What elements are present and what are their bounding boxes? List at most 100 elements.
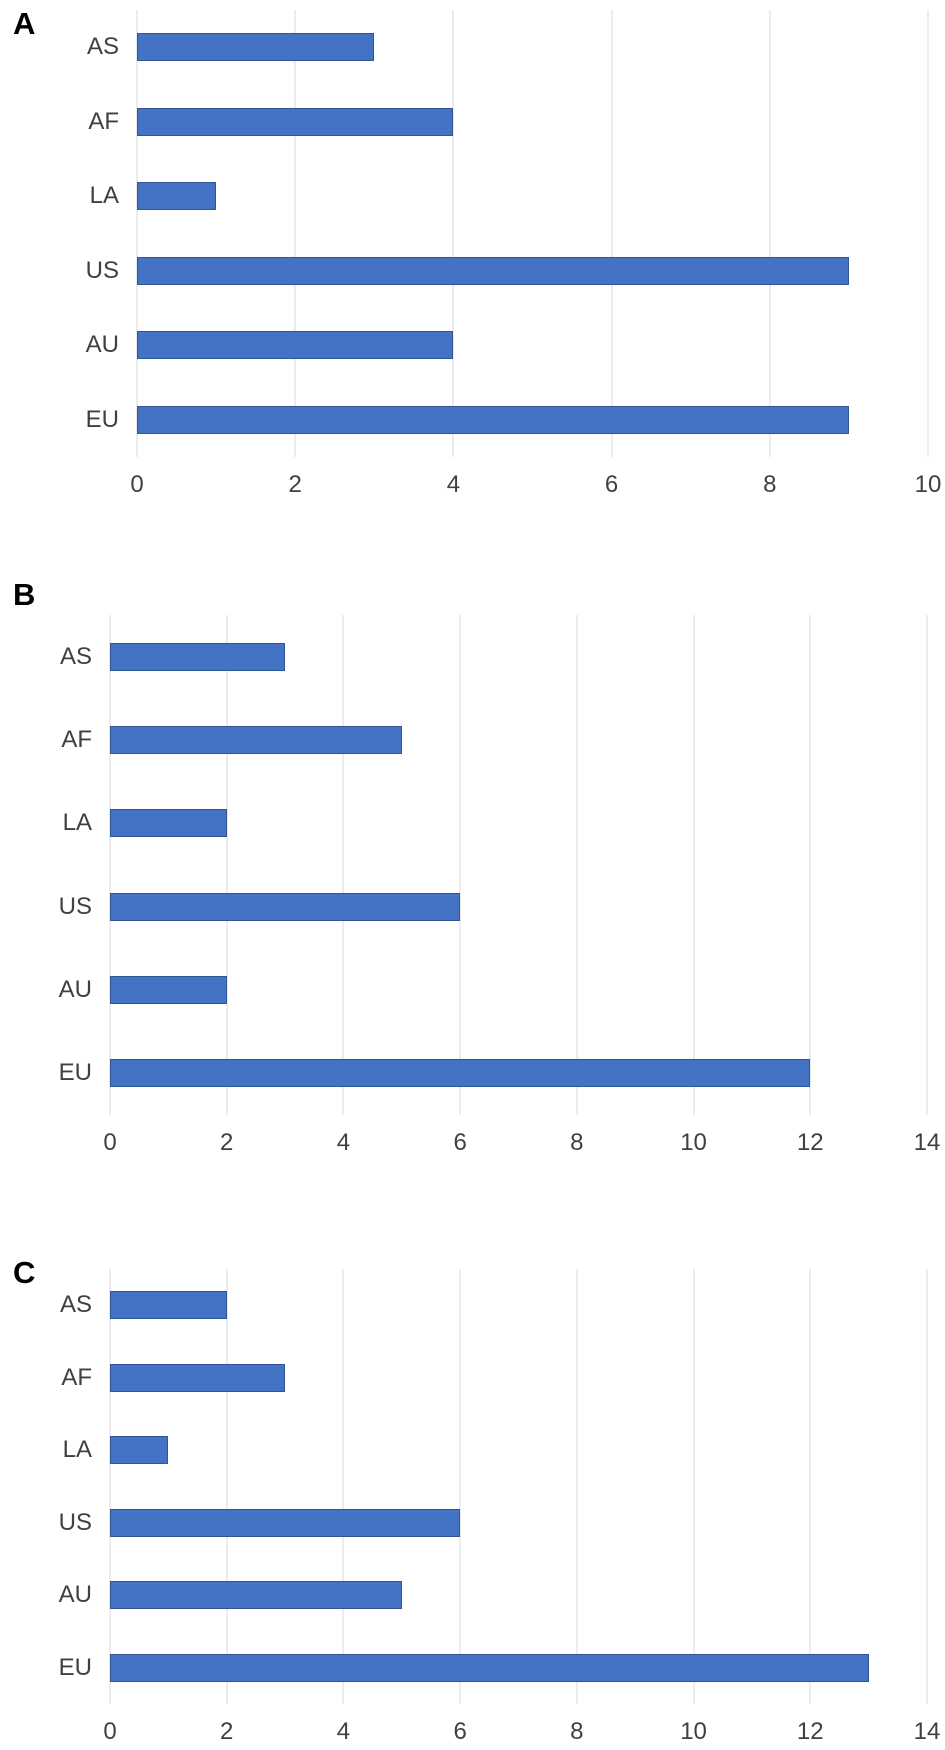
gridline: [109, 615, 111, 1115]
bar-au: [110, 975, 227, 1004]
bar-row: [110, 615, 927, 698]
bar-af: [137, 107, 454, 136]
gridlines: [109, 1269, 928, 1704]
gridline: [809, 615, 811, 1115]
bar-eu: [110, 1059, 811, 1088]
bar-as: [110, 1291, 227, 1320]
plot-area: [109, 615, 928, 1115]
gridline: [926, 1269, 928, 1704]
bar-us: [110, 892, 461, 921]
x-tick-label: 8: [570, 1129, 584, 1156]
x-tick-label: 14: [913, 1129, 941, 1156]
bar-af: [110, 1363, 286, 1392]
gridline: [611, 10, 613, 457]
x-tick-label: 8: [763, 471, 777, 498]
bar-us: [110, 1508, 461, 1537]
bar-chart-a: AS AF LA US AU EU 0 2 4 6 8 10: [0, 8, 945, 503]
bar-row: [110, 1032, 927, 1115]
y-axis-labels: AS AF LA US AU EU: [0, 1269, 110, 1704]
x-tick-label: 8: [570, 1718, 584, 1745]
plot-area: [109, 1269, 928, 1704]
panel-b: B AS AF LA US AU EU 0 2 4 6 8 10 12 14: [0, 579, 945, 1161]
x-tick-label: 10: [680, 1718, 707, 1745]
x-tick-label: 0: [103, 1129, 117, 1156]
category-label-au: AU: [58, 975, 92, 1003]
category-label-la: LA: [62, 809, 92, 837]
x-axis: 0 2 4 6 8 10 12 14: [103, 1115, 940, 1161]
bar-au: [137, 331, 454, 360]
x-tick-label: 0: [130, 471, 144, 498]
gridline: [926, 615, 928, 1115]
bar-us: [137, 256, 849, 285]
y-axis-labels: AS AF LA US AU EU: [0, 615, 110, 1115]
bar-eu: [110, 1653, 869, 1682]
x-tick-label: 4: [336, 1718, 351, 1745]
gridlines: [136, 10, 929, 457]
gridline: [693, 615, 695, 1115]
bar-as: [110, 642, 286, 671]
bar-chart-b: AS AF LA US AU EU 0 2 4 6 8 10 12 14: [0, 579, 945, 1161]
panel-label-a: A: [13, 6, 36, 41]
category-label-eu: EU: [85, 405, 119, 433]
bar-row: [110, 1487, 927, 1560]
bar-row: [110, 1559, 927, 1632]
bar-au: [110, 1581, 402, 1610]
bar-row: [110, 948, 927, 1031]
gridline: [294, 10, 296, 457]
category-label-as: AS: [59, 1291, 92, 1319]
bar-row: [110, 1414, 927, 1487]
x-tick-label: 4: [446, 471, 461, 498]
gridlines: [109, 615, 928, 1115]
panel-label-c: C: [13, 1255, 36, 1290]
category-label-as: AS: [86, 33, 119, 61]
gridline: [109, 1269, 111, 1704]
gridline: [576, 615, 578, 1115]
category-label-la: LA: [62, 1436, 92, 1464]
gridline: [576, 1269, 578, 1704]
x-tick-label: 6: [453, 1129, 467, 1156]
bar-row: [110, 1342, 927, 1415]
gridline: [769, 10, 771, 457]
x-tick-label: 6: [453, 1718, 467, 1745]
x-tick-label: 14: [913, 1718, 941, 1745]
gridline: [809, 1269, 811, 1704]
bar-row: [137, 159, 928, 234]
bar-row: [110, 782, 927, 865]
plot-area: [136, 10, 929, 458]
bar-row: [137, 85, 928, 160]
bar-as: [137, 33, 375, 62]
category-label-us: US: [85, 256, 119, 284]
bar-row: [137, 234, 928, 309]
panel-label-b: B: [13, 577, 36, 612]
category-label-au: AU: [85, 331, 119, 359]
category-label-eu: EU: [58, 1653, 92, 1681]
category-label-as: AS: [59, 642, 92, 670]
x-tick-label: 6: [604, 471, 619, 498]
x-tick-label: 12: [796, 1718, 824, 1745]
bar-row: [137, 383, 928, 458]
x-tick-label: 4: [336, 1129, 351, 1156]
bar-eu: [137, 405, 849, 434]
x-tick-label: 2: [288, 471, 302, 498]
x-axis: 0 2 4 6 8 10: [130, 457, 941, 503]
bar-rows: [110, 1269, 927, 1704]
gridline: [226, 615, 228, 1115]
gridline: [226, 1269, 228, 1704]
x-tick-label: 2: [220, 1129, 234, 1156]
bar-row: [110, 698, 927, 781]
category-label-eu: EU: [58, 1059, 92, 1087]
bar-row: [110, 865, 927, 948]
bar-rows: [110, 615, 927, 1115]
bar-af: [110, 725, 402, 754]
gridline: [459, 615, 461, 1115]
bar-la: [110, 809, 227, 838]
x-tick-label: 12: [796, 1129, 824, 1156]
x-tick-label: 0: [103, 1718, 117, 1745]
gridline: [342, 1269, 344, 1704]
x-tick-label: 2: [220, 1718, 234, 1745]
bar-row: [137, 308, 928, 383]
panel-c: C AS AF LA US AU EU 0 2 4 6 8 10 12 14: [0, 1257, 945, 1750]
bar-chart-c: AS AF LA US AU EU 0 2 4 6 8 10 12 14: [0, 1257, 945, 1750]
gridline: [452, 10, 454, 457]
